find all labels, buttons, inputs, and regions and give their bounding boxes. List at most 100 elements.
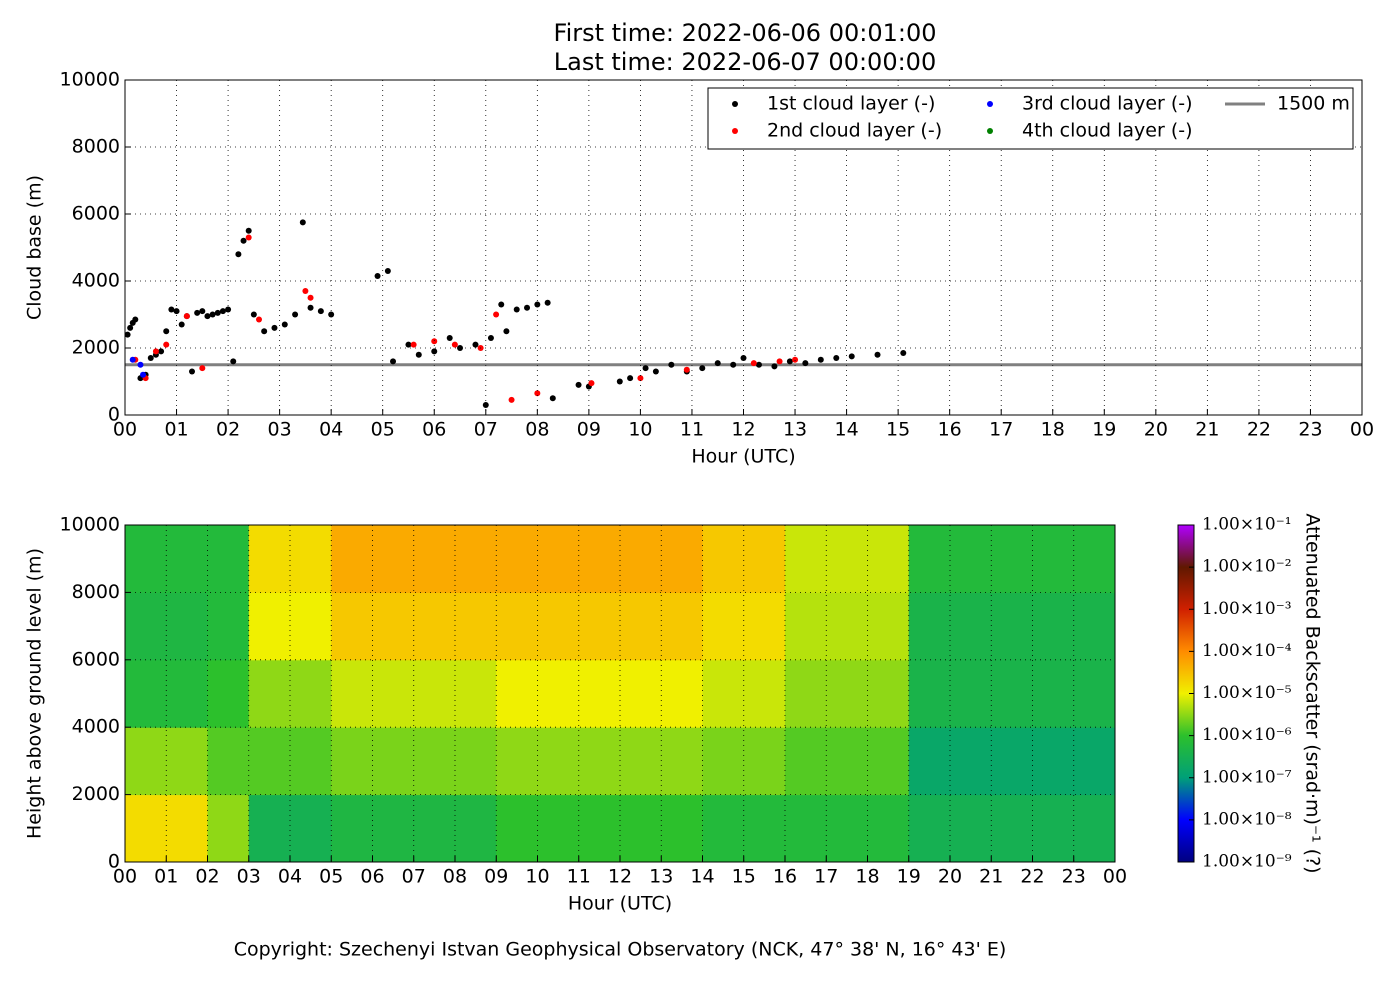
- cloud-point: [627, 375, 634, 382]
- cloud-point: [317, 308, 324, 315]
- x-tick-label: 21: [979, 866, 1003, 888]
- plot-frame: [124, 524, 1116, 863]
- cloud-point: [281, 321, 288, 328]
- cloud-point: [292, 311, 299, 318]
- cloud-point: [132, 316, 139, 323]
- colorbar-tick-label: 1.00×10⁻⁷: [1202, 767, 1292, 787]
- cloud-point: [240, 237, 247, 244]
- footer: Copyright: Szechenyi Istvan Geophysical …: [234, 939, 1007, 961]
- heatmap-cell: [950, 794, 992, 863]
- cloud-point: [544, 299, 551, 306]
- heatmap-cell: [743, 592, 786, 661]
- x-tick-label: 11: [567, 866, 591, 888]
- y-tick-label: 8000: [72, 136, 120, 158]
- cloud-point: [668, 361, 675, 368]
- cloud-point: [173, 308, 180, 315]
- cloud-point: [482, 401, 489, 408]
- cloud-point: [431, 338, 438, 345]
- cloud-point: [755, 361, 762, 368]
- cloud-point: [652, 368, 659, 375]
- x-tick-label: 00: [113, 419, 137, 441]
- heatmap-cell: [826, 525, 868, 593]
- cloud-point: [163, 341, 170, 348]
- heatmap-cell: [867, 592, 910, 661]
- heatmap-cell: [867, 727, 910, 796]
- cloud-point: [152, 348, 159, 355]
- heatmap-cell: [1032, 794, 1075, 863]
- y-tick-label: 8000: [72, 581, 120, 603]
- heatmap-cell: [413, 525, 456, 593]
- cloud-point: [256, 316, 263, 323]
- colorbar-tick-label: 1.00×10⁻⁸: [1202, 809, 1292, 829]
- x-tick-label: 20: [938, 866, 962, 888]
- heatmap-cell: [290, 525, 332, 593]
- colorbar-tick-label: 1.00×10⁻⁴: [1202, 641, 1292, 661]
- x-tick-label: 22: [1020, 866, 1044, 888]
- y-axis-label: Cloud base (m): [24, 175, 46, 320]
- heatmap-cell: [207, 592, 250, 661]
- heatmap-cell: [620, 727, 662, 796]
- legend-marker: [987, 128, 993, 134]
- heatmap-cell: [455, 659, 497, 728]
- heatmap-cell: [125, 794, 167, 863]
- cloud-point: [307, 294, 314, 301]
- cloud-point: [802, 360, 809, 367]
- x-tick-label: 02: [216, 419, 240, 441]
- x-tick-label: 03: [237, 866, 261, 888]
- heatmap-cell: [826, 794, 868, 863]
- heatmap-cell: [908, 592, 951, 661]
- x-tick-label: 18: [1041, 419, 1065, 441]
- heatmap-cell: [867, 794, 910, 863]
- cloud-point: [405, 341, 412, 348]
- heatmap-cell: [1073, 794, 1116, 863]
- cloud-point: [299, 219, 306, 226]
- x-tick-label: 08: [443, 866, 467, 888]
- cloud-point: [699, 365, 706, 372]
- heatmap-cell: [908, 794, 951, 863]
- x-axis-label: Hour (UTC): [691, 446, 795, 468]
- heatmap-cell: [991, 794, 1033, 863]
- heatmap-cell: [248, 659, 291, 728]
- heatmap-cell: [785, 659, 827, 728]
- heatmap-cell: [1032, 727, 1075, 796]
- x-tick-label: 02: [195, 866, 219, 888]
- x-tick-label: 01: [164, 419, 188, 441]
- heatmap-cell: [496, 727, 538, 796]
- cloud-point: [740, 355, 747, 362]
- heatmap-cell: [496, 592, 538, 661]
- y-tick-label: 10000: [60, 514, 120, 536]
- legend-box: [707, 87, 1354, 150]
- heatmap-cell: [702, 592, 745, 661]
- cloud-point: [771, 363, 778, 370]
- heatmap-cell: [537, 727, 580, 796]
- x-tick-label: 10: [628, 419, 652, 441]
- heatmap-cell: [207, 659, 250, 728]
- colorbar-label: Attenuated Backscatter (srad·m)⁻¹ (?): [1302, 513, 1324, 873]
- cloud-point: [183, 313, 190, 320]
- x-tick-label: 23: [1062, 866, 1086, 888]
- heatmap-cell: [413, 592, 456, 661]
- x-tick-label: 05: [319, 866, 343, 888]
- x-axis-label: Hour (UTC): [568, 893, 672, 915]
- heatmap-cell: [166, 794, 208, 863]
- heatmap-cell: [743, 525, 786, 593]
- cloud-point: [328, 311, 335, 318]
- legend-label: 1st cloud layer (-): [767, 93, 935, 115]
- heatmap-cell: [248, 794, 291, 863]
- heatmap-cell: [950, 659, 992, 728]
- cloud-point: [129, 356, 136, 363]
- heatmap-cell: [785, 794, 827, 863]
- heatmap-cell: [496, 659, 538, 728]
- heatmap-cell: [578, 592, 621, 661]
- heatmap-cell: [537, 794, 580, 863]
- cloud-point: [163, 328, 170, 335]
- cloud-point: [302, 288, 309, 295]
- cloud-point: [137, 361, 144, 368]
- heatmap-cell: [455, 727, 497, 796]
- heatmap-cell: [702, 727, 745, 796]
- heatmap-cell: [785, 592, 827, 661]
- heatmap-cell: [207, 794, 250, 863]
- heatmap-cell: [991, 659, 1033, 728]
- x-tick-label: 09: [577, 419, 601, 441]
- colorbar-tick-label: 1.00×10⁻⁹: [1202, 852, 1292, 872]
